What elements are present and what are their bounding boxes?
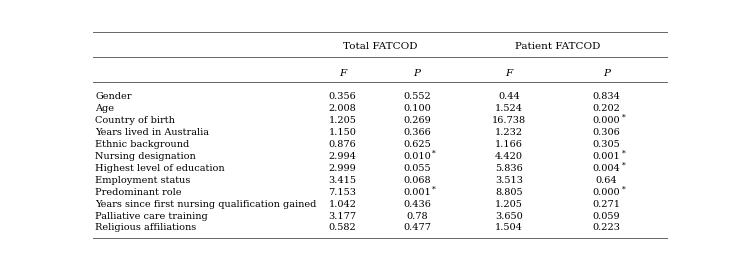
Text: 0.000: 0.000 bbox=[593, 116, 620, 125]
Text: Palliative care training: Palliative care training bbox=[96, 211, 208, 221]
Text: 1.042: 1.042 bbox=[328, 200, 356, 209]
Text: Country of birth: Country of birth bbox=[96, 116, 176, 125]
Text: 0.64: 0.64 bbox=[596, 176, 617, 185]
Text: 7.153: 7.153 bbox=[328, 188, 356, 197]
Text: Age: Age bbox=[96, 104, 115, 113]
Text: *: * bbox=[622, 186, 625, 194]
Text: 0.000: 0.000 bbox=[593, 188, 620, 197]
Text: 1.504: 1.504 bbox=[495, 223, 523, 233]
Text: P: P bbox=[603, 69, 610, 78]
Text: 0.436: 0.436 bbox=[403, 200, 431, 209]
Text: 0.306: 0.306 bbox=[593, 128, 620, 137]
Text: 0.834: 0.834 bbox=[593, 92, 620, 101]
Text: 8.805: 8.805 bbox=[495, 188, 523, 197]
Text: 0.068: 0.068 bbox=[403, 176, 431, 185]
Text: 0.625: 0.625 bbox=[403, 140, 431, 149]
Text: 0.552: 0.552 bbox=[403, 92, 431, 101]
Text: 0.059: 0.059 bbox=[593, 211, 620, 221]
Text: 0.223: 0.223 bbox=[593, 223, 621, 233]
Text: Years since first nursing qualification gained: Years since first nursing qualification … bbox=[96, 200, 317, 209]
Text: 0.356: 0.356 bbox=[328, 92, 356, 101]
Text: 1.524: 1.524 bbox=[495, 104, 523, 113]
Text: Religious affiliations: Religious affiliations bbox=[96, 223, 197, 233]
Text: F: F bbox=[505, 69, 513, 78]
Text: 0.001: 0.001 bbox=[403, 188, 431, 197]
Text: 0.001: 0.001 bbox=[593, 152, 620, 161]
Text: 0.477: 0.477 bbox=[403, 223, 431, 233]
Text: Total FATCOD: Total FATCOD bbox=[342, 42, 417, 51]
Text: 1.232: 1.232 bbox=[495, 128, 523, 137]
Text: 3.177: 3.177 bbox=[328, 211, 356, 221]
Text: Gender: Gender bbox=[96, 92, 132, 101]
Text: 0.582: 0.582 bbox=[328, 223, 356, 233]
Text: P: P bbox=[413, 69, 421, 78]
Text: 3.415: 3.415 bbox=[328, 176, 356, 185]
Text: 2.999: 2.999 bbox=[328, 164, 356, 173]
Text: 3.513: 3.513 bbox=[495, 176, 523, 185]
Text: 0.202: 0.202 bbox=[593, 104, 620, 113]
Text: 0.44: 0.44 bbox=[498, 92, 520, 101]
Text: F: F bbox=[339, 69, 346, 78]
Text: Years lived in Australia: Years lived in Australia bbox=[96, 128, 210, 137]
Text: 0.010: 0.010 bbox=[403, 152, 431, 161]
Text: Highest level of education: Highest level of education bbox=[96, 164, 225, 173]
Text: 0.004: 0.004 bbox=[593, 164, 620, 173]
Text: 1.150: 1.150 bbox=[328, 128, 356, 137]
Text: *: * bbox=[622, 114, 625, 122]
Text: Patient FATCOD: Patient FATCOD bbox=[515, 42, 600, 51]
Text: Nursing designation: Nursing designation bbox=[96, 152, 196, 161]
Text: 0.366: 0.366 bbox=[403, 128, 431, 137]
Text: 0.271: 0.271 bbox=[593, 200, 621, 209]
Text: 5.836: 5.836 bbox=[495, 164, 523, 173]
Text: 1.166: 1.166 bbox=[495, 140, 523, 149]
Text: Predominant role: Predominant role bbox=[96, 188, 182, 197]
Text: *: * bbox=[622, 162, 625, 170]
Text: 0.78: 0.78 bbox=[406, 211, 428, 221]
Text: 0.305: 0.305 bbox=[593, 140, 620, 149]
Text: *: * bbox=[432, 150, 436, 158]
Text: 0.269: 0.269 bbox=[403, 116, 431, 125]
Text: 3.650: 3.650 bbox=[495, 211, 523, 221]
Text: 0.100: 0.100 bbox=[403, 104, 431, 113]
Text: *: * bbox=[622, 150, 625, 158]
Text: 4.420: 4.420 bbox=[495, 152, 523, 161]
Text: 2.008: 2.008 bbox=[328, 104, 356, 113]
Text: *: * bbox=[432, 186, 436, 194]
Text: 0.876: 0.876 bbox=[328, 140, 356, 149]
Text: Ethnic background: Ethnic background bbox=[96, 140, 190, 149]
Text: 16.738: 16.738 bbox=[492, 116, 526, 125]
Text: Employment status: Employment status bbox=[96, 176, 191, 185]
Text: 1.205: 1.205 bbox=[495, 200, 523, 209]
Text: 2.994: 2.994 bbox=[328, 152, 356, 161]
Text: 1.205: 1.205 bbox=[328, 116, 356, 125]
Text: 0.055: 0.055 bbox=[403, 164, 431, 173]
